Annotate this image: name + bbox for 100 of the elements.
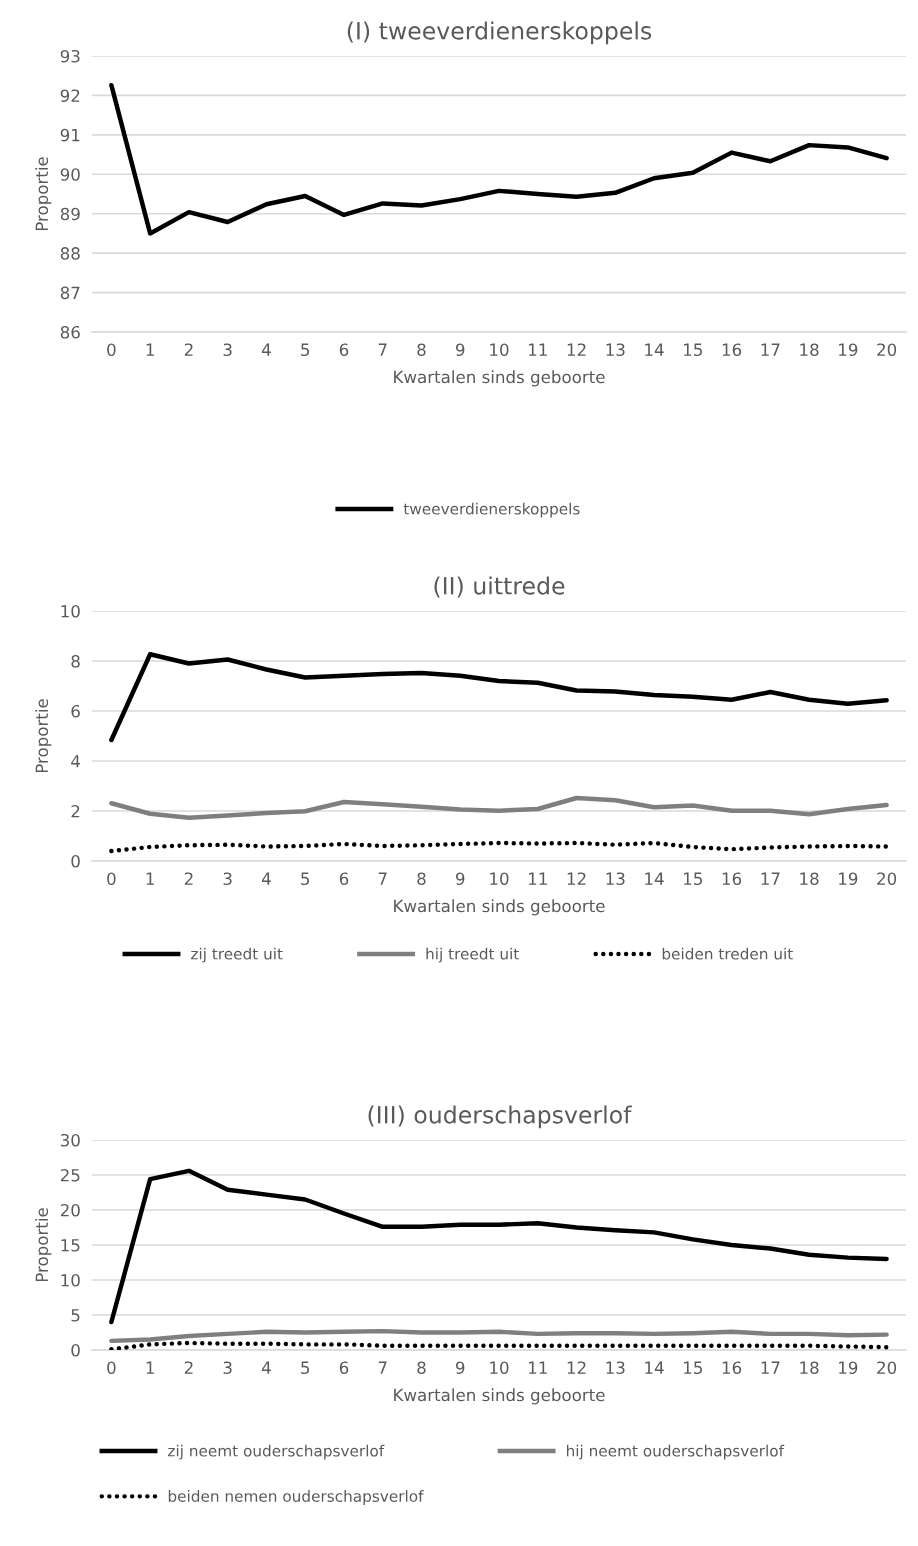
legend-label: beiden nemen ouderschapsverlof [168, 1490, 424, 1505]
x-tick-label: 4 [261, 343, 271, 356]
x-tick-label: 19 [839, 343, 858, 357]
x-tick-label: 16 [722, 1361, 742, 1375]
line-series [109, 795, 889, 820]
y-tick-label: 15 [61, 1239, 80, 1252]
x-tick-label: 7 [378, 1361, 387, 1374]
line-series [109, 652, 889, 743]
x-tick-label: 7 [378, 872, 387, 885]
x-tick-label: 9 [455, 343, 465, 357]
x-tick-label: 10 [490, 343, 509, 357]
x-tick-label: 15 [684, 1361, 702, 1375]
x-tick-label: 1 [146, 872, 154, 885]
x-tick-label: 5 [301, 1361, 310, 1375]
x-tick-label: 19 [839, 872, 858, 886]
chart-title: (III) ouderschapsverlof [368, 1105, 632, 1129]
x-tick-label: 12 [567, 1361, 586, 1374]
y-tick-label: 0 [71, 1343, 80, 1357]
x-tick-label: 1 [146, 1361, 154, 1374]
y-axis-title: Proportie [35, 699, 52, 773]
x-tick-label: 18 [800, 343, 819, 357]
x-tick-label: 9 [455, 1361, 465, 1375]
x-tick-label: 0 [107, 1361, 116, 1375]
x-tick-label: 13 [606, 1361, 625, 1375]
x-tick-label: 12 [567, 872, 586, 885]
y-tick-label: 10 [61, 1273, 80, 1287]
x-tick-label: 10 [490, 1361, 509, 1375]
x-tick-label: 11 [528, 343, 547, 356]
y-tick-label: 0 [71, 854, 80, 868]
x-tick-label: 5 [301, 872, 310, 886]
x-tick-label: 14 [645, 872, 664, 885]
x-tick-label: 3 [223, 343, 232, 357]
x-tick-label: 14 [645, 1361, 664, 1374]
x-axis-title: Kwartalen sinds geboorte [394, 370, 605, 387]
x-tick-label: 3 [223, 1361, 232, 1375]
x-tick-label: 20 [877, 343, 897, 357]
x-tick-label: 13 [606, 343, 625, 357]
line-series [109, 1168, 889, 1325]
x-axis-title: Kwartalen sinds geboorte [394, 899, 605, 916]
y-tick-label: 4 [71, 755, 80, 768]
x-tick-label: 20 [877, 1361, 897, 1375]
x-tick-label: 17 [761, 1361, 780, 1374]
y-tick-label: 91 [60, 128, 80, 142]
x-tick-label: 4 [261, 1361, 271, 1374]
x-tick-label: 3 [223, 872, 232, 886]
x-tick-label: 20 [877, 872, 897, 886]
line-series [109, 1340, 889, 1350]
line-series [109, 82, 889, 236]
y-tick-label: 86 [60, 325, 80, 339]
x-tick-label: 6 [339, 1361, 349, 1375]
y-tick-label: 87 [60, 286, 80, 300]
y-tick-label: 25 [60, 1168, 80, 1182]
line-series [109, 1328, 889, 1344]
x-tick-label: 0 [107, 872, 116, 886]
y-axis-title: Proportie [35, 1208, 52, 1282]
legend-label: beiden treden uit [662, 947, 793, 960]
y-tick-label: 88 [60, 247, 80, 260]
x-tick-label: 12 [567, 343, 586, 356]
x-tick-label: 18 [800, 1361, 819, 1375]
x-tick-label: 8 [417, 872, 426, 886]
legend-label: hij neemt ouderschapsverlof [566, 1444, 785, 1460]
x-tick-label: 2 [184, 1361, 193, 1374]
x-tick-label: 14 [645, 343, 664, 356]
y-tick-label: 8 [71, 654, 80, 668]
y-tick-label: 90 [60, 168, 80, 181]
x-axis-title: Kwartalen sinds geboorte [394, 1388, 605, 1405]
x-tick-label: 11 [528, 872, 547, 885]
x-tick-label: 17 [761, 872, 780, 885]
legend-label: zij treedt uit [191, 947, 283, 963]
y-tick-label: 93 [60, 49, 80, 63]
y-tick-label: 5 [71, 1309, 80, 1322]
y-tick-label: 2 [71, 804, 80, 818]
x-tick-label: 13 [606, 872, 625, 886]
y-tick-label: 89 [60, 207, 80, 221]
x-tick-label: 15 [684, 343, 702, 357]
y-tick-label: 92 [60, 89, 80, 102]
x-tick-label: 9 [455, 872, 465, 886]
x-tick-label: 0 [107, 343, 116, 357]
x-tick-label: 7 [378, 343, 387, 356]
chart-title: (II) uittrede [434, 576, 565, 598]
legend-label: hij treedt uit [426, 947, 519, 963]
chart-title: (I) tweeverdienerskoppels [347, 21, 652, 45]
x-tick-label: 18 [800, 872, 819, 886]
y-axis-title: Proportie [35, 157, 52, 231]
y-tick-label: 30 [60, 1133, 80, 1147]
y-tick-label: 6 [71, 704, 80, 718]
x-tick-label: 16 [722, 343, 742, 357]
y-tick-label: 20 [60, 1203, 80, 1217]
x-tick-label: 19 [839, 1361, 858, 1375]
x-tick-label: 2 [184, 343, 193, 356]
x-tick-label: 17 [761, 343, 780, 356]
legend-label: zij neemt ouderschapsverlof [168, 1444, 385, 1460]
x-tick-label: 8 [417, 343, 426, 357]
x-tick-label: 8 [417, 1361, 426, 1375]
y-tick-label: 10 [61, 604, 80, 618]
x-tick-label: 11 [528, 1361, 547, 1374]
line-series [109, 840, 889, 854]
x-tick-label: 15 [684, 872, 702, 886]
x-tick-label: 16 [722, 872, 742, 886]
x-tick-label: 4 [261, 872, 271, 885]
